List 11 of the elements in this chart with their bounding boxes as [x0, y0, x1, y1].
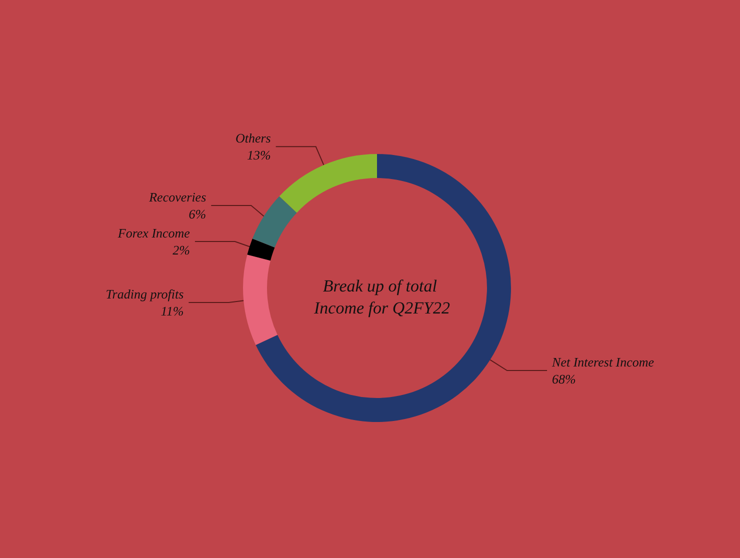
- slice-label: Others: [235, 130, 271, 146]
- data-label: 13%: [246, 148, 271, 163]
- data-label: 68%: [552, 372, 576, 387]
- text: Break up of total Income for Q2FY22: [313, 276, 450, 318]
- slice-label: Net Interest Income: [551, 354, 654, 370]
- data-label: 2%: [172, 242, 190, 258]
- data-label: 11%: [160, 303, 184, 318]
- data-label: 6%: [188, 206, 206, 222]
- slice-label: Recoveries: [148, 189, 206, 204]
- slice-label: Forex Income: [116, 225, 190, 240]
- slice-label: Trading profits: [106, 286, 184, 302]
